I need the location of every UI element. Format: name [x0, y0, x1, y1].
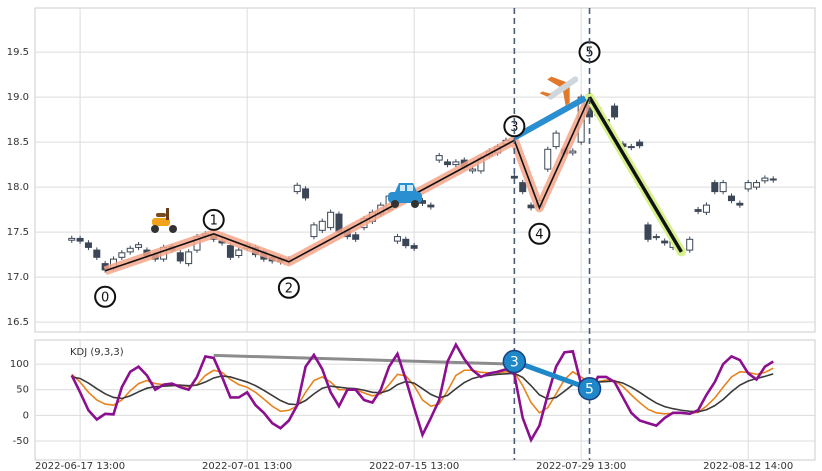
candle-body — [226, 245, 234, 258]
candle-body — [327, 211, 335, 229]
wave-label-circle — [94, 285, 117, 308]
marker-label: 5 — [585, 382, 594, 398]
kdj-panel — [34, 339, 816, 461]
candle-body — [527, 204, 535, 209]
candle-body — [544, 148, 552, 170]
y-tick-label: -50 — [13, 436, 29, 447]
candle-body — [185, 251, 193, 265]
x-tick-label: 2022-07-01 13:00 — [202, 461, 292, 471]
candle-body — [176, 252, 184, 262]
candle-body — [611, 105, 619, 118]
candle-body — [736, 202, 744, 206]
candle-body — [652, 236, 660, 239]
kdj-line — [71, 372, 774, 413]
x-tick-label: 2022-06-17 13:00 — [35, 461, 125, 471]
y-tick-label: 17.0 — [7, 272, 29, 283]
trend-line — [213, 353, 515, 366]
candle-body — [727, 195, 735, 202]
car-icon — [388, 183, 422, 208]
candle-body — [235, 249, 243, 257]
candle-body — [694, 209, 702, 212]
wave-label: 3 — [510, 120, 518, 135]
wave-label: 2 — [285, 281, 293, 296]
candle-body — [753, 182, 761, 188]
candle-body — [84, 242, 92, 248]
candle-body — [686, 238, 694, 251]
candle-body — [126, 247, 134, 253]
candle-body — [444, 161, 452, 166]
y-tick-label: 19.5 — [7, 47, 29, 58]
y-tick-label: 50 — [16, 385, 29, 396]
candle-body — [352, 234, 360, 240]
y-tick-label: 19.0 — [7, 92, 29, 103]
candle-body — [402, 238, 410, 247]
marker-link — [513, 359, 591, 392]
candle-body — [93, 249, 101, 258]
kdj-line — [70, 341, 774, 444]
candle-body — [644, 224, 652, 240]
wave-label: 0 — [101, 290, 109, 305]
candle-body — [702, 204, 710, 213]
projection-line — [512, 95, 587, 141]
x-tick-label: 2022-07-29 13:00 — [536, 461, 626, 471]
candle-body — [744, 182, 752, 190]
candle-body — [769, 178, 777, 181]
candle-body — [68, 237, 76, 241]
candle-body — [452, 161, 460, 166]
wave-label-circle — [277, 276, 300, 299]
wave-label-circle — [528, 222, 551, 245]
candle-body — [636, 141, 644, 147]
y-tick-label: 17.5 — [7, 227, 29, 238]
plot: 2022-06-17 13:00 2022-07-01 13:00 2022-07-… — [7, 8, 815, 471]
candle-body — [435, 155, 443, 161]
candle-body — [427, 204, 435, 208]
scooter-icon — [151, 208, 177, 233]
candle-body — [510, 175, 518, 179]
candle-body — [469, 168, 477, 172]
price-panel — [34, 7, 816, 333]
candle-body — [318, 220, 326, 231]
candle-body — [310, 224, 318, 238]
candle-body — [761, 177, 769, 182]
kdj-line — [71, 367, 774, 415]
candle-body — [719, 182, 727, 193]
candle-body — [135, 244, 143, 248]
candle-body — [552, 132, 560, 148]
candle-body — [661, 240, 669, 244]
candle-body — [293, 184, 301, 193]
marker-circle — [577, 376, 602, 401]
y-tick-label: 0 — [23, 410, 29, 421]
candle-body — [393, 236, 401, 242]
candle-body — [76, 237, 84, 242]
candle-body — [302, 188, 310, 199]
x-tick-label: 2022-07-15 13:00 — [369, 461, 459, 471]
kdj-title: KDJ (9,3,3) — [70, 347, 124, 358]
wave-label-circle — [503, 115, 526, 138]
candle-body — [627, 146, 635, 149]
marker-label: 3 — [510, 355, 519, 371]
wave-line-last — [588, 96, 683, 253]
wave-label-circle — [202, 208, 225, 231]
candle-body — [711, 182, 719, 193]
candle-body — [569, 150, 577, 154]
wave-label: 1 — [210, 213, 218, 228]
y-tick-label: 100 — [10, 359, 29, 370]
marker-circle — [502, 349, 527, 374]
y-tick-label: 18.5 — [7, 137, 29, 148]
wave-label: 4 — [535, 227, 543, 242]
y-tick-label: 18.0 — [7, 182, 29, 193]
y-tick-label: 16.5 — [7, 317, 29, 328]
candle-body — [519, 182, 527, 193]
x-tick-label: 2022-08-12 14:00 — [703, 461, 793, 471]
plane-icon — [539, 76, 579, 106]
candle-body — [410, 245, 418, 249]
candle-body — [118, 252, 126, 258]
